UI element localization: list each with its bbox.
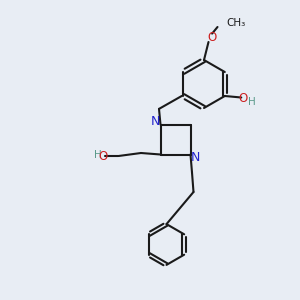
Text: H: H (248, 97, 256, 107)
Text: O: O (208, 31, 217, 44)
Text: O: O (98, 149, 107, 163)
Text: O: O (238, 92, 248, 105)
Text: CH₃: CH₃ (226, 18, 245, 28)
Text: N: N (150, 115, 160, 128)
Text: N: N (191, 151, 201, 164)
Text: H: H (94, 149, 101, 160)
